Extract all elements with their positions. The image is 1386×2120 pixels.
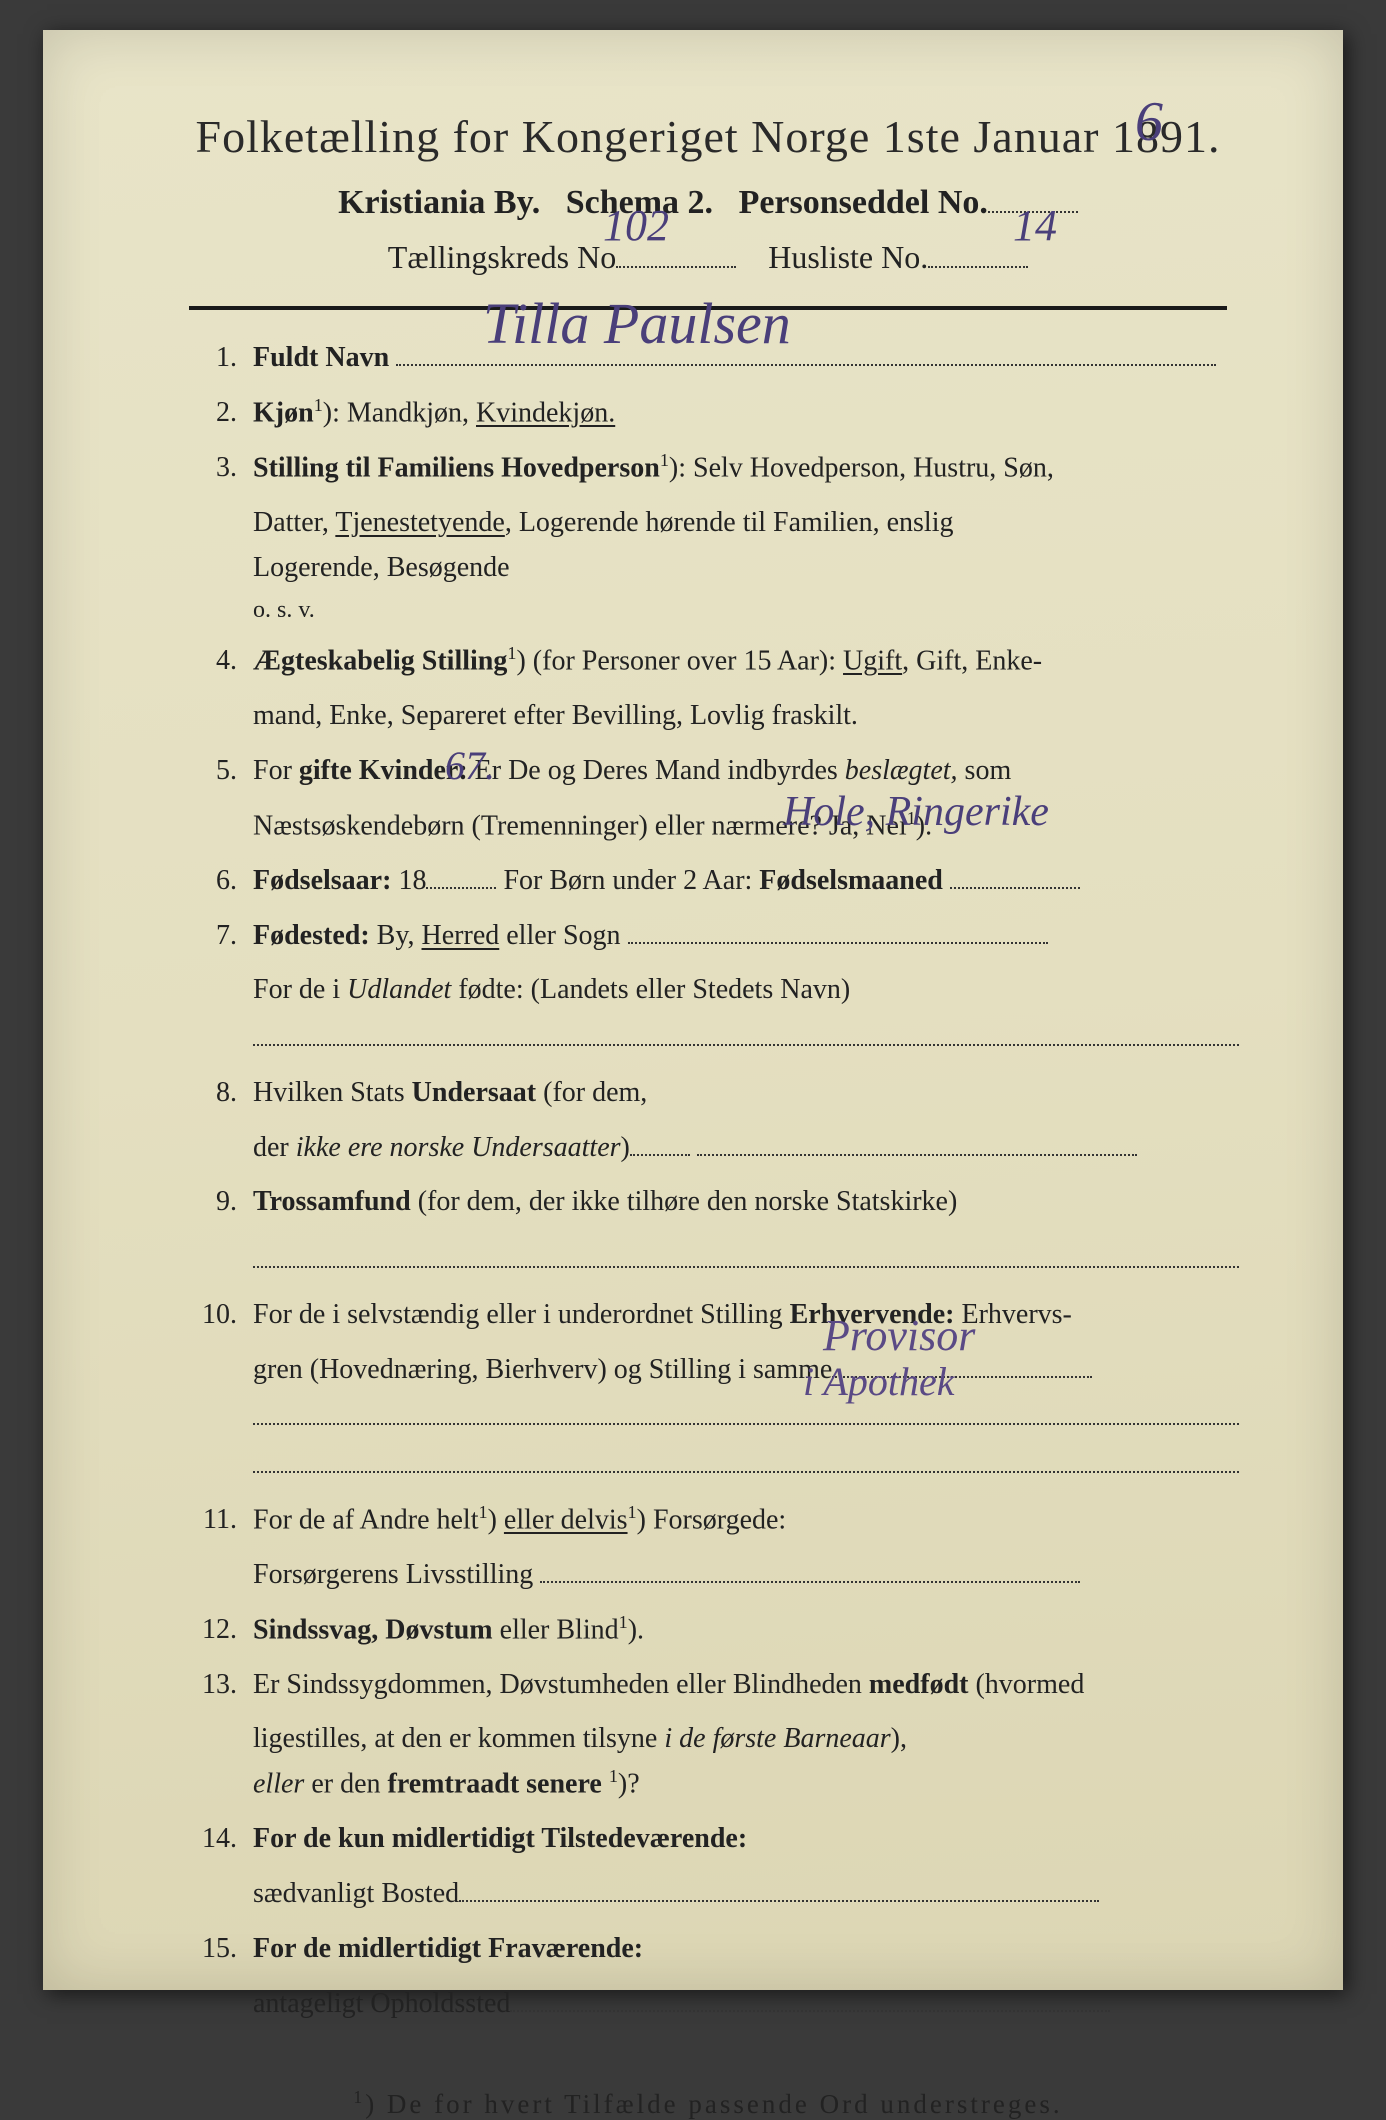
item-15-c: antageligt Opholdssted <box>253 1982 1239 2027</box>
item-3-c1: Datter, Tjenestetyende, Logerende hørend… <box>253 501 1239 546</box>
personseddel-label: Personseddel No. <box>739 184 988 221</box>
label-14: For de kun midlertidigt Tilstedeværende: <box>253 1823 747 1854</box>
subtitle-line: Kristiania By. Schema 2. Personseddel No… <box>153 177 1263 222</box>
item-4-c: mand, Enke, Separeret efter Bevilling, L… <box>253 694 1239 739</box>
item-7-fill <box>253 1013 1239 1061</box>
item-4: 4. Ægteskabelig Stilling1) (for Personer… <box>177 639 1239 684</box>
label-7: Fødested: <box>253 920 370 951</box>
label-3: Stilling til Familiens Hovedperson <box>253 452 660 483</box>
item-11: 11. For de af Andre helt1) eller delvis1… <box>177 1498 1239 1543</box>
item-8-c: der ikke ere norske Undersaatter) <box>253 1126 1239 1171</box>
item-14: 14. For de kun midlertidigt Tilstedevære… <box>177 1817 1239 1862</box>
item-7: 7. Fødested: By, Herred eller Sogn <box>177 914 1239 959</box>
item-5: 5. For gifte Kvinder: Er De og Deres Man… <box>177 749 1239 794</box>
item-10-f1 <box>253 1392 1239 1440</box>
label-1: Fuldt Navn <box>253 342 389 373</box>
label-12: Sindssvag, Døvstum <box>253 1614 493 1645</box>
label-4: Ægteskabelig Stilling <box>253 645 507 676</box>
item-3-c3: o. s. v. <box>253 591 1239 629</box>
item-10: 10. For de i selvstændig eller i underor… <box>177 1293 1239 1338</box>
item-9-fill <box>253 1235 1239 1283</box>
kreds-label: Tællingskreds No <box>388 239 616 275</box>
label-2: Kjøn <box>253 397 314 428</box>
hand-birth-year: 67. <box>445 742 495 789</box>
hand-provider2: i Apothek <box>803 1358 954 1405</box>
item-6: 6. Fødselsaar: 18 For Børn under 2 Aar: … <box>177 859 1239 904</box>
item-9: 9. Trossamfund (for dem, der ikke tilhør… <box>177 1180 1239 1225</box>
hand-person-no: 6 <box>1135 90 1163 154</box>
label-9: Trossamfund <box>253 1186 411 1217</box>
item-3-c2: Logerende, Besøgende <box>253 546 1239 591</box>
item-13: 13. Er Sindssygdommen, Døvstumheden elle… <box>177 1663 1239 1708</box>
item-15: 15. For de midlertidigt Fraværende: <box>177 1927 1239 1972</box>
item-14-c: sædvanligt Bosted <box>253 1872 1239 1917</box>
hand-name: Tilla Paulsen <box>483 290 791 357</box>
item-10-c: gren (Hovednæring, Bierhverv) og Stillin… <box>253 1348 1239 1393</box>
form-entries: 1. Fuldt Navn 2. Kjøn1): Mandkjøn, Kvind… <box>177 336 1239 2027</box>
husliste-label: Husliste No. <box>768 239 928 275</box>
item-12: 12. Sindssvag, Døvstum eller Blind1). <box>177 1608 1239 1653</box>
sel-2: Kvindekjøn. <box>476 397 615 428</box>
footnote: 1) De for hvert Tilfælde passende Ord un… <box>153 2087 1263 2120</box>
hand-kreds-no: 102 <box>603 200 669 251</box>
label-15: For de midlertidigt Fraværende: <box>253 1933 643 1964</box>
subtitle2-line: Tællingskreds No Husliste No. <box>153 234 1263 276</box>
item-7-c: For de i Udlandet fødte: (Landets eller … <box>253 968 1239 1013</box>
item-11-c: Forsørgerens Livsstilling <box>253 1553 1239 1598</box>
hand-provider: Provisor <box>823 1310 975 1361</box>
item-10-f2 <box>253 1440 1239 1488</box>
item-2: 2. Kjøn1): Mandkjøn, Kvindekjøn. <box>177 391 1239 436</box>
hand-birthplace: Hole, Ringerike <box>783 788 1049 836</box>
item-8: 8. Hvilken Stats Undersaat (for dem, <box>177 1071 1239 1116</box>
item-3: 3. Stilling til Familiens Hovedperson1):… <box>177 446 1239 491</box>
item-13-c2: eller er den fremtraadt senere 1)? <box>253 1762 1239 1807</box>
main-title: Folketælling for Kongeriget Norge 1ste J… <box>153 110 1263 163</box>
item-5-c: Næstsøskendebørn (Tremenninger) eller næ… <box>253 804 1239 849</box>
item-13-c1: ligestilles, at den er kommen tilsyne i … <box>253 1717 1239 1762</box>
census-form-page: 6 102 14 Tilla Paulsen 67. Hole, Ringeri… <box>43 30 1343 1990</box>
label-6: Fødselsaar: <box>253 865 391 896</box>
hand-husliste-no: 14 <box>1013 200 1057 251</box>
city: Kristiania By. <box>338 184 540 221</box>
